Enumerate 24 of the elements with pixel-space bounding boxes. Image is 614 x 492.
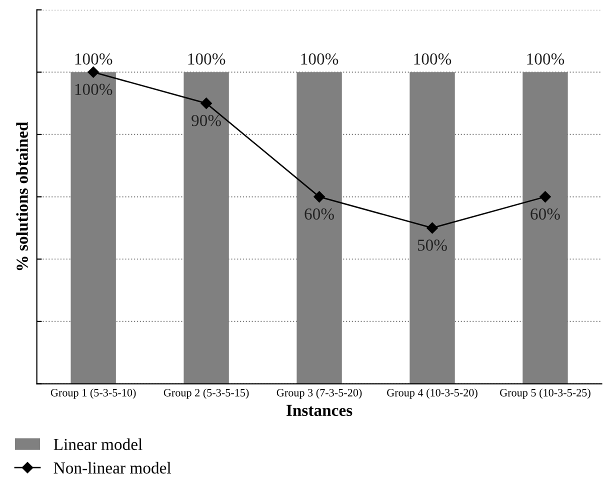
y-axis-title: % solutions obtained [16,122,28,270]
data-label: 60% [304,208,334,220]
point [88,66,99,78]
data-label: 90% [192,114,222,126]
data-label: 100% [188,53,226,65]
data-label: 100% [414,53,452,65]
x-tick-label: Group 3 (7-3-5-20) [276,388,362,399]
x-tick-label: Group 4 (10-3-5-20) [387,388,478,399]
point [314,191,325,202]
data-label: 100% [527,53,564,65]
data-label: 60% [530,208,560,220]
data-label: 100% [75,84,112,96]
point [426,222,438,234]
x-tick-label: Group 5 (10-3-5-25) [500,388,590,399]
data-label: 50% [418,240,447,251]
legend-label: Linear model [54,438,142,450]
x-tick-label: Group 2 (5-3-5-15) [164,388,249,399]
x-axis-title: Instances [286,404,352,416]
x-tick-label: Group 1 (5-3-5-10) [50,388,136,399]
data-label: 100% [75,53,112,65]
legend-label: Non-linear model [54,462,172,474]
point [200,98,212,109]
point [540,191,551,202]
data-label: 100% [301,53,338,65]
